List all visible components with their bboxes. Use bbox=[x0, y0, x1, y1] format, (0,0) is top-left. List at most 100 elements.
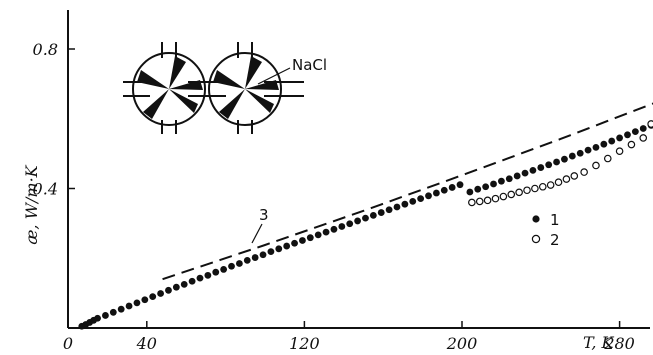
data-point-series-1 bbox=[568, 152, 576, 160]
data-point-series-1 bbox=[369, 211, 377, 219]
axes bbox=[67, 10, 650, 329]
data-point-series-1 bbox=[299, 237, 306, 244]
data-point-series-1 bbox=[553, 158, 560, 166]
data-point-series-2 bbox=[627, 140, 636, 149]
data-point-series-2 bbox=[507, 190, 516, 199]
data-point-series-1 bbox=[466, 188, 474, 196]
data-point-series-2 bbox=[615, 147, 624, 155]
data-point-series-1 bbox=[172, 283, 180, 291]
data-point-series-1 bbox=[188, 277, 196, 285]
data-point-series-1 bbox=[456, 181, 464, 189]
data-point-series-1 bbox=[165, 286, 172, 294]
data-point-series-2 bbox=[546, 181, 555, 189]
data-point-series-1 bbox=[505, 175, 513, 183]
data-point-series-1 bbox=[545, 161, 553, 169]
y-ticks: 0.4 0.8 bbox=[33, 40, 75, 199]
data-point-series-1 bbox=[417, 195, 425, 203]
data-point-series-1 bbox=[631, 128, 639, 136]
data-point-series-1 bbox=[409, 198, 417, 205]
data-point-series-1 bbox=[259, 251, 267, 259]
y-tick-label: 0.8 bbox=[33, 40, 58, 59]
y-axis-label: æ, W/m·K bbox=[22, 164, 41, 244]
curve-3-dashed bbox=[162, 102, 653, 281]
data-point-series-2 bbox=[639, 134, 648, 142]
schematic-tube-left bbox=[123, 81, 150, 97]
data-point-series-2 bbox=[468, 198, 476, 207]
x-axis-label: T, K bbox=[583, 333, 614, 352]
data-point-series-1 bbox=[157, 290, 164, 297]
data-point-series-1 bbox=[149, 293, 157, 301]
data-point-series-1 bbox=[330, 225, 338, 233]
data-point-series-2 bbox=[531, 184, 539, 193]
schematic-chamber-right bbox=[208, 52, 282, 126]
data-point-series-1 bbox=[180, 281, 188, 288]
x-tick-label: 0 bbox=[63, 334, 73, 353]
data-point-series-1 bbox=[490, 180, 497, 188]
data-point-series-2 bbox=[523, 186, 531, 195]
data-point-series-2 bbox=[475, 197, 484, 206]
data-point-series-1 bbox=[537, 164, 545, 171]
data-point-series-1 bbox=[94, 314, 101, 322]
legend-marker-2 bbox=[531, 234, 541, 244]
x-tick-label: 120 bbox=[289, 334, 320, 353]
schematic-stub-left-top bbox=[161, 42, 177, 58]
data-point-series-2 bbox=[592, 161, 600, 170]
data-point-series-2 bbox=[562, 175, 571, 183]
schematic-stub-left-bottom bbox=[161, 120, 177, 134]
data-point-series-1 bbox=[592, 143, 600, 151]
data-point-series-1 bbox=[109, 308, 117, 316]
data-point-series-1 bbox=[521, 169, 529, 177]
data-point-series-1 bbox=[513, 172, 521, 180]
data-point-series-1 bbox=[251, 254, 259, 261]
data-point-series-1 bbox=[377, 209, 385, 216]
data-point-series-1 bbox=[482, 183, 490, 191]
data-point-series-1 bbox=[624, 131, 631, 139]
series-2-points bbox=[468, 120, 653, 207]
data-point-series-1 bbox=[474, 185, 482, 193]
data-point-series-1 bbox=[117, 305, 125, 313]
data-point-series-1 bbox=[576, 149, 584, 157]
data-point-series-1 bbox=[338, 223, 346, 230]
data-point-series-1 bbox=[141, 296, 149, 304]
data-point-series-1 bbox=[448, 184, 456, 191]
data-point-series-1 bbox=[102, 312, 109, 319]
schematic-stub-right-bottom bbox=[237, 120, 253, 134]
data-point-series-1 bbox=[561, 155, 568, 163]
data-point-series-1 bbox=[283, 242, 291, 250]
data-point-series-1 bbox=[322, 228, 330, 236]
data-point-series-1 bbox=[228, 262, 235, 270]
data-point-series-1 bbox=[639, 125, 647, 132]
x-ticks: 0 40 120 200 280 bbox=[63, 321, 635, 353]
legend-label-1: 1 bbox=[550, 211, 560, 229]
data-point-series-1 bbox=[432, 189, 440, 197]
data-point-series-1 bbox=[125, 302, 133, 310]
schematic-crystal-wedges-right bbox=[213, 56, 279, 119]
data-point-series-2 bbox=[570, 172, 579, 180]
y-tick-label: 0.4 bbox=[33, 180, 58, 199]
data-point-series-1 bbox=[440, 186, 448, 194]
legend: 1 2 bbox=[531, 211, 560, 249]
data-point-series-1 bbox=[354, 217, 361, 225]
data-point-series-1 bbox=[600, 140, 608, 148]
curve-3-label: 3 bbox=[259, 206, 269, 224]
data-point-series-2 bbox=[483, 196, 492, 205]
data-point-series-2 bbox=[515, 188, 523, 197]
data-point-series-1 bbox=[346, 220, 354, 228]
data-point-series-1 bbox=[385, 206, 393, 214]
data-point-series-1 bbox=[212, 268, 220, 276]
data-point-series-1 bbox=[362, 214, 369, 222]
data-point-series-2 bbox=[538, 182, 547, 191]
data-point-series-1 bbox=[267, 248, 275, 256]
data-point-series-2 bbox=[554, 178, 563, 187]
data-point-series-1 bbox=[425, 192, 432, 200]
data-point-series-1 bbox=[616, 134, 623, 142]
x-tick-label: 40 bbox=[136, 334, 157, 353]
data-point-series-1 bbox=[204, 271, 212, 279]
data-point-series-1 bbox=[220, 266, 228, 273]
data-point-series-1 bbox=[393, 203, 401, 211]
data-point-series-1 bbox=[196, 274, 204, 282]
series-1-points bbox=[78, 121, 653, 330]
legend-marker-1 bbox=[532, 215, 540, 223]
nacl-pointer-line bbox=[257, 67, 291, 85]
